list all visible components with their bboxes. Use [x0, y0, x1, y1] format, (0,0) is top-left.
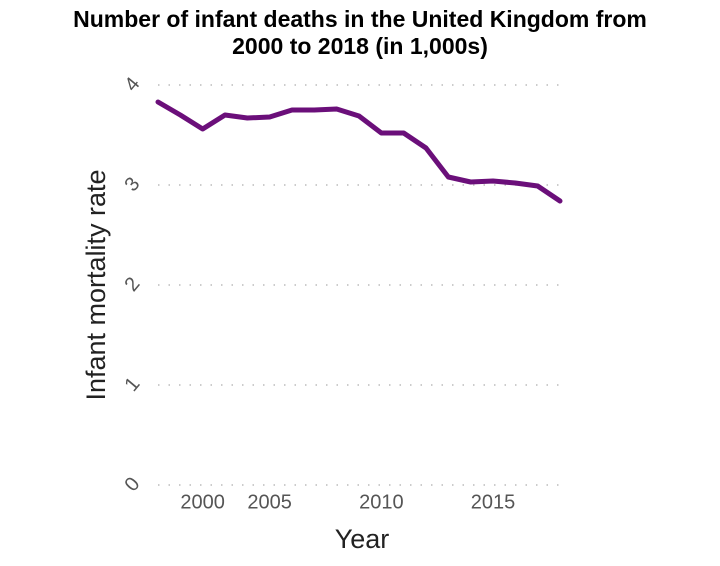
- y-tick-label: 3: [120, 173, 144, 196]
- y-axis-label: Infant mortality rate: [81, 169, 111, 400]
- line: [155, 99, 563, 204]
- y-tick-label: 4: [120, 73, 144, 96]
- x-tick-label: 2010: [359, 491, 404, 513]
- y-tick-label: 0: [120, 473, 144, 496]
- x-axis-label: Year: [335, 524, 390, 554]
- x-tick-label: 2005: [247, 491, 292, 513]
- x-tick-label: 2000: [180, 491, 225, 513]
- y-tick-label: 2: [120, 273, 144, 296]
- y-tick-label: 1: [120, 373, 144, 396]
- chart-title: Number of infant deaths in the United Ki…: [73, 6, 647, 59]
- chart-title-box: Number of infant deaths in the United Ki…: [0, 6, 720, 60]
- x-tick-label: 2015: [471, 491, 516, 513]
